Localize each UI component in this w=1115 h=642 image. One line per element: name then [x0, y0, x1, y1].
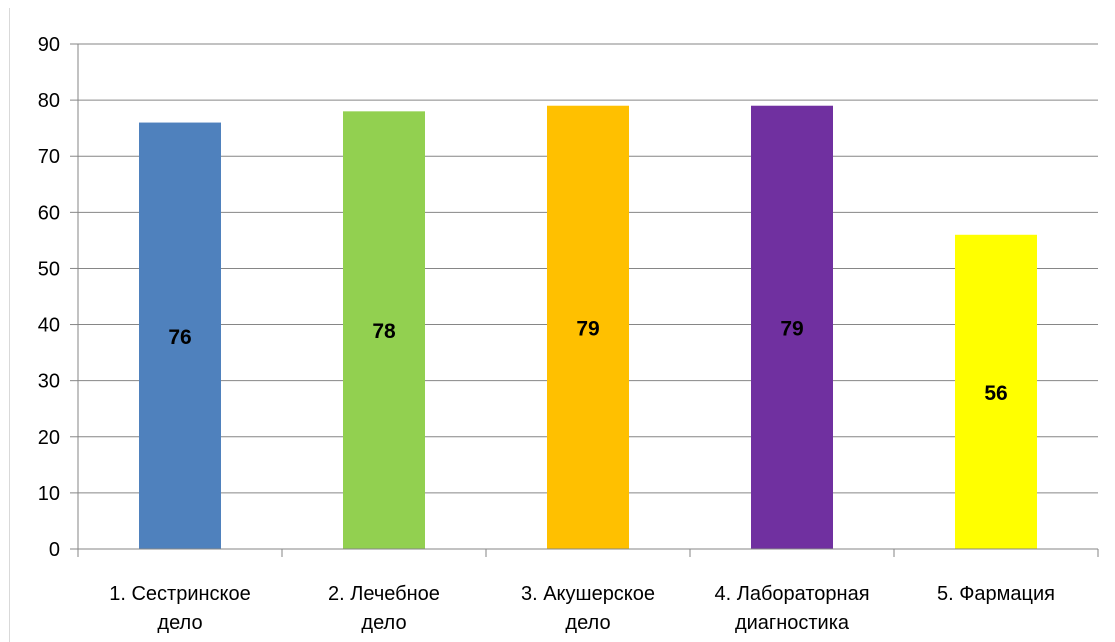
y-tick-label-90: 90: [38, 34, 60, 56]
y-tick-label-80: 80: [38, 90, 60, 112]
x-category-label-1: 1. Сестринское дело: [109, 583, 251, 634]
y-tick-label-70: 70: [38, 146, 60, 168]
x-category-label-line: дело: [157, 612, 202, 634]
x-category-label-5: 5. Фармация: [937, 583, 1055, 605]
bar-3: [547, 105, 629, 549]
y-tick-label-50: 50: [38, 258, 60, 280]
y-tick-label-60: 60: [38, 202, 60, 224]
data-labels: 76 78 79 79 56: [168, 317, 1007, 405]
data-label-1: 76: [168, 326, 191, 349]
x-category-label-3: 3. Акушерское дело: [521, 583, 655, 634]
x-category-label-line: 5. Фармация: [937, 583, 1055, 605]
bar-5: [955, 234, 1037, 549]
y-tick-label-40: 40: [38, 315, 60, 337]
y-tick-label-10: 10: [38, 483, 60, 505]
y-tick-label-30: 30: [38, 371, 60, 393]
data-label-2: 78: [372, 320, 396, 343]
x-category-label-4: 4. Лабораторная диагностика: [714, 583, 869, 634]
data-label-5: 56: [984, 382, 1007, 405]
bars: [139, 105, 1037, 550]
x-category-label-line: 3. Акушерское: [521, 583, 655, 605]
bar-1: [139, 122, 221, 550]
data-label-3: 79: [576, 317, 599, 340]
x-category-label-line: дело: [565, 612, 610, 634]
bar-4: [751, 105, 833, 549]
x-category-label-line: 4. Лабораторная: [714, 583, 869, 605]
axes: [70, 43, 1099, 557]
y-tick-label-20: 20: [38, 427, 60, 449]
x-category-label-2: 2. Лечебное дело: [328, 583, 440, 634]
x-category-label-line: 2. Лечебное: [328, 583, 440, 605]
chart-frame-left-border: [9, 8, 10, 642]
data-label-4: 79: [780, 317, 803, 340]
y-tick-label-0: 0: [49, 539, 60, 561]
bar-2: [343, 111, 425, 549]
x-category-label-line: диагностика: [735, 612, 850, 634]
x-category-label-line: дело: [361, 612, 406, 634]
x-category-label-line: 1. Сестринское: [109, 583, 251, 605]
y-tick-labels: 0 10 20 30 40 50 60 70 80 90: [38, 34, 60, 561]
